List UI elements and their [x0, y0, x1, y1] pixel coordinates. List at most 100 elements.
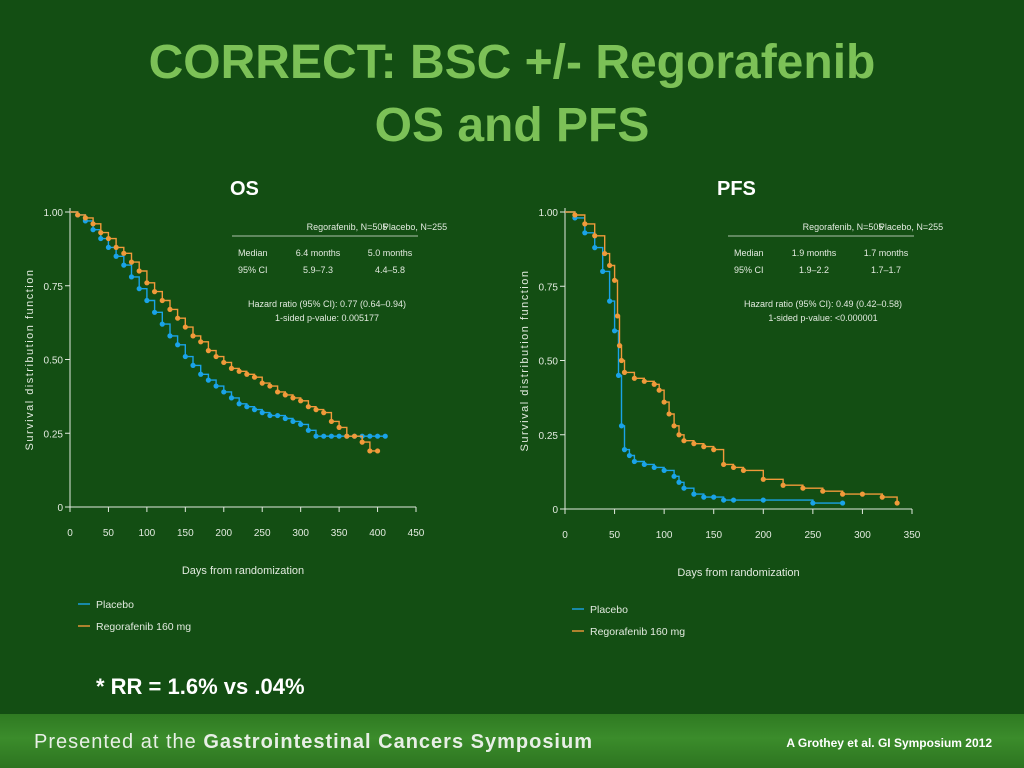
- table-cell-regorafenib: 6.4 months: [296, 248, 341, 258]
- placebo-point: [267, 412, 273, 419]
- y-tick-label: 0.50: [44, 356, 64, 367]
- placebo-point: [374, 433, 381, 439]
- x-tick-label: 100: [139, 528, 156, 539]
- y-tick-label: 0.75: [539, 282, 559, 293]
- regorafenib-point: [616, 343, 623, 349]
- placebo-point: [113, 253, 119, 259]
- x-tick-label: 150: [177, 528, 194, 539]
- y-axis-label: Survival distribution function: [24, 269, 36, 451]
- regorafenib-point: [213, 353, 219, 360]
- y-tick-label: 0.25: [539, 431, 559, 442]
- regorafenib-point: [121, 250, 127, 256]
- x-tick-label: 0: [67, 528, 73, 539]
- regorafenib-point: [298, 398, 304, 404]
- regorafenib-point: [879, 494, 885, 500]
- placebo-point: [159, 321, 165, 327]
- x-tick-label: 200: [215, 528, 232, 539]
- hazard-ratio-text: Hazard ratio (95% CI): 0.77 (0.64–0.94): [248, 299, 406, 309]
- placebo-point: [198, 371, 204, 377]
- legend-entry: Regorafenib 160 mg: [96, 621, 191, 633]
- regorafenib-point: [359, 439, 365, 445]
- footer-banner: Presented at the Gastrointestinal Cancer…: [0, 714, 1024, 768]
- y-axis-label: Survival distribution function: [519, 270, 531, 452]
- regorafenib-point: [144, 280, 150, 286]
- placebo-point: [105, 244, 112, 250]
- series-line-regorafenib: [565, 211, 898, 504]
- regorafenib-point: [228, 365, 235, 371]
- regorafenib-point: [894, 500, 900, 506]
- placebo-point: [98, 235, 104, 242]
- placebo-point: [136, 286, 142, 292]
- placebo-point: [582, 230, 588, 236]
- regorafenib-point: [760, 476, 766, 482]
- regorafenib-point: [105, 235, 112, 242]
- p-value-text: 1-sided p-value: <0.000001: [768, 313, 877, 323]
- placebo-point: [182, 353, 188, 360]
- regorafenib-point: [631, 375, 638, 381]
- placebo-point: [121, 262, 127, 268]
- regorafenib-point: [221, 359, 227, 366]
- regorafenib-point: [198, 339, 204, 345]
- placebo-point: [213, 383, 219, 389]
- x-tick-label: 350: [904, 530, 921, 541]
- placebo-point: [840, 500, 846, 506]
- table-header-placebo: Placebo, N=255: [879, 222, 943, 232]
- table-cell-placebo: 5.0 months: [368, 248, 413, 258]
- regorafenib-point: [671, 423, 677, 429]
- placebo-point: [600, 268, 606, 274]
- hazard-ratio-text: Hazard ratio (95% CI): 0.49 (0.42–0.58): [744, 299, 902, 309]
- regorafenib-point: [205, 348, 211, 354]
- placebo-point: [671, 473, 677, 479]
- footer-text: Presented at the Gastrointestinal Cancer…: [34, 731, 593, 754]
- regorafenib-point: [175, 315, 181, 321]
- x-tick-label: 200: [755, 530, 772, 541]
- placebo-point: [607, 298, 613, 304]
- regorafenib-point: [651, 381, 657, 387]
- y-tick-label: 0.75: [44, 282, 64, 293]
- placebo-point: [641, 461, 647, 468]
- placebo-point: [244, 404, 250, 410]
- pfs-chart: 0 0.25 0.50 0.75 1.00 0 50 100 150 200 250 300 350 Da…: [519, 208, 943, 638]
- response-rate-note: * RR = 1.6% vs .04%: [96, 674, 305, 699]
- regorafenib-point: [305, 404, 311, 410]
- regorafenib-point: [190, 333, 196, 339]
- placebo-point: [691, 491, 697, 497]
- placebo-point: [251, 407, 258, 413]
- y-tick-label: 1.00: [539, 208, 559, 219]
- regorafenib-point: [113, 244, 119, 250]
- regorafenib-point: [780, 482, 786, 488]
- regorafenib-point: [618, 357, 625, 364]
- placebo-point: [190, 362, 196, 368]
- placebo-point: [167, 333, 173, 339]
- y-tick-label: 0.25: [44, 429, 64, 440]
- regorafenib-point: [159, 297, 165, 304]
- placebo-point: [592, 245, 598, 251]
- placebo-point: [615, 372, 622, 378]
- x-tick-label: 350: [331, 528, 348, 539]
- regorafenib-point: [282, 392, 288, 398]
- placebo-point: [676, 479, 682, 485]
- regorafenib-point: [374, 448, 381, 454]
- table-cell-placebo: 1.7 months: [864, 248, 909, 258]
- regorafenib-point: [259, 380, 265, 386]
- placebo-point: [651, 464, 657, 471]
- regorafenib-point: [641, 378, 647, 384]
- p-value-text: 1-sided p-value: 0.005177: [275, 313, 379, 323]
- table-header-regorafenib: Regorafenib, N=505: [307, 222, 388, 232]
- regorafenib-point: [313, 407, 319, 413]
- regorafenib-point: [691, 441, 697, 447]
- placebo-point: [621, 447, 628, 453]
- x-tick-label: 0: [562, 530, 568, 541]
- regorafenib-point: [730, 464, 737, 471]
- placebo-point: [711, 494, 717, 500]
- regorafenib-point: [90, 221, 96, 227]
- regorafenib-point: [336, 424, 342, 430]
- regorafenib-point: [592, 233, 598, 239]
- table-cell-placebo: 1.7–1.7: [871, 265, 901, 275]
- legend-entry: Regorafenib 160 mg: [590, 626, 685, 638]
- regorafenib-point: [151, 289, 158, 295]
- placebo-point: [661, 467, 667, 473]
- placebo-point: [328, 433, 335, 439]
- regorafenib-point: [82, 215, 88, 221]
- x-tick-label: 100: [656, 530, 673, 541]
